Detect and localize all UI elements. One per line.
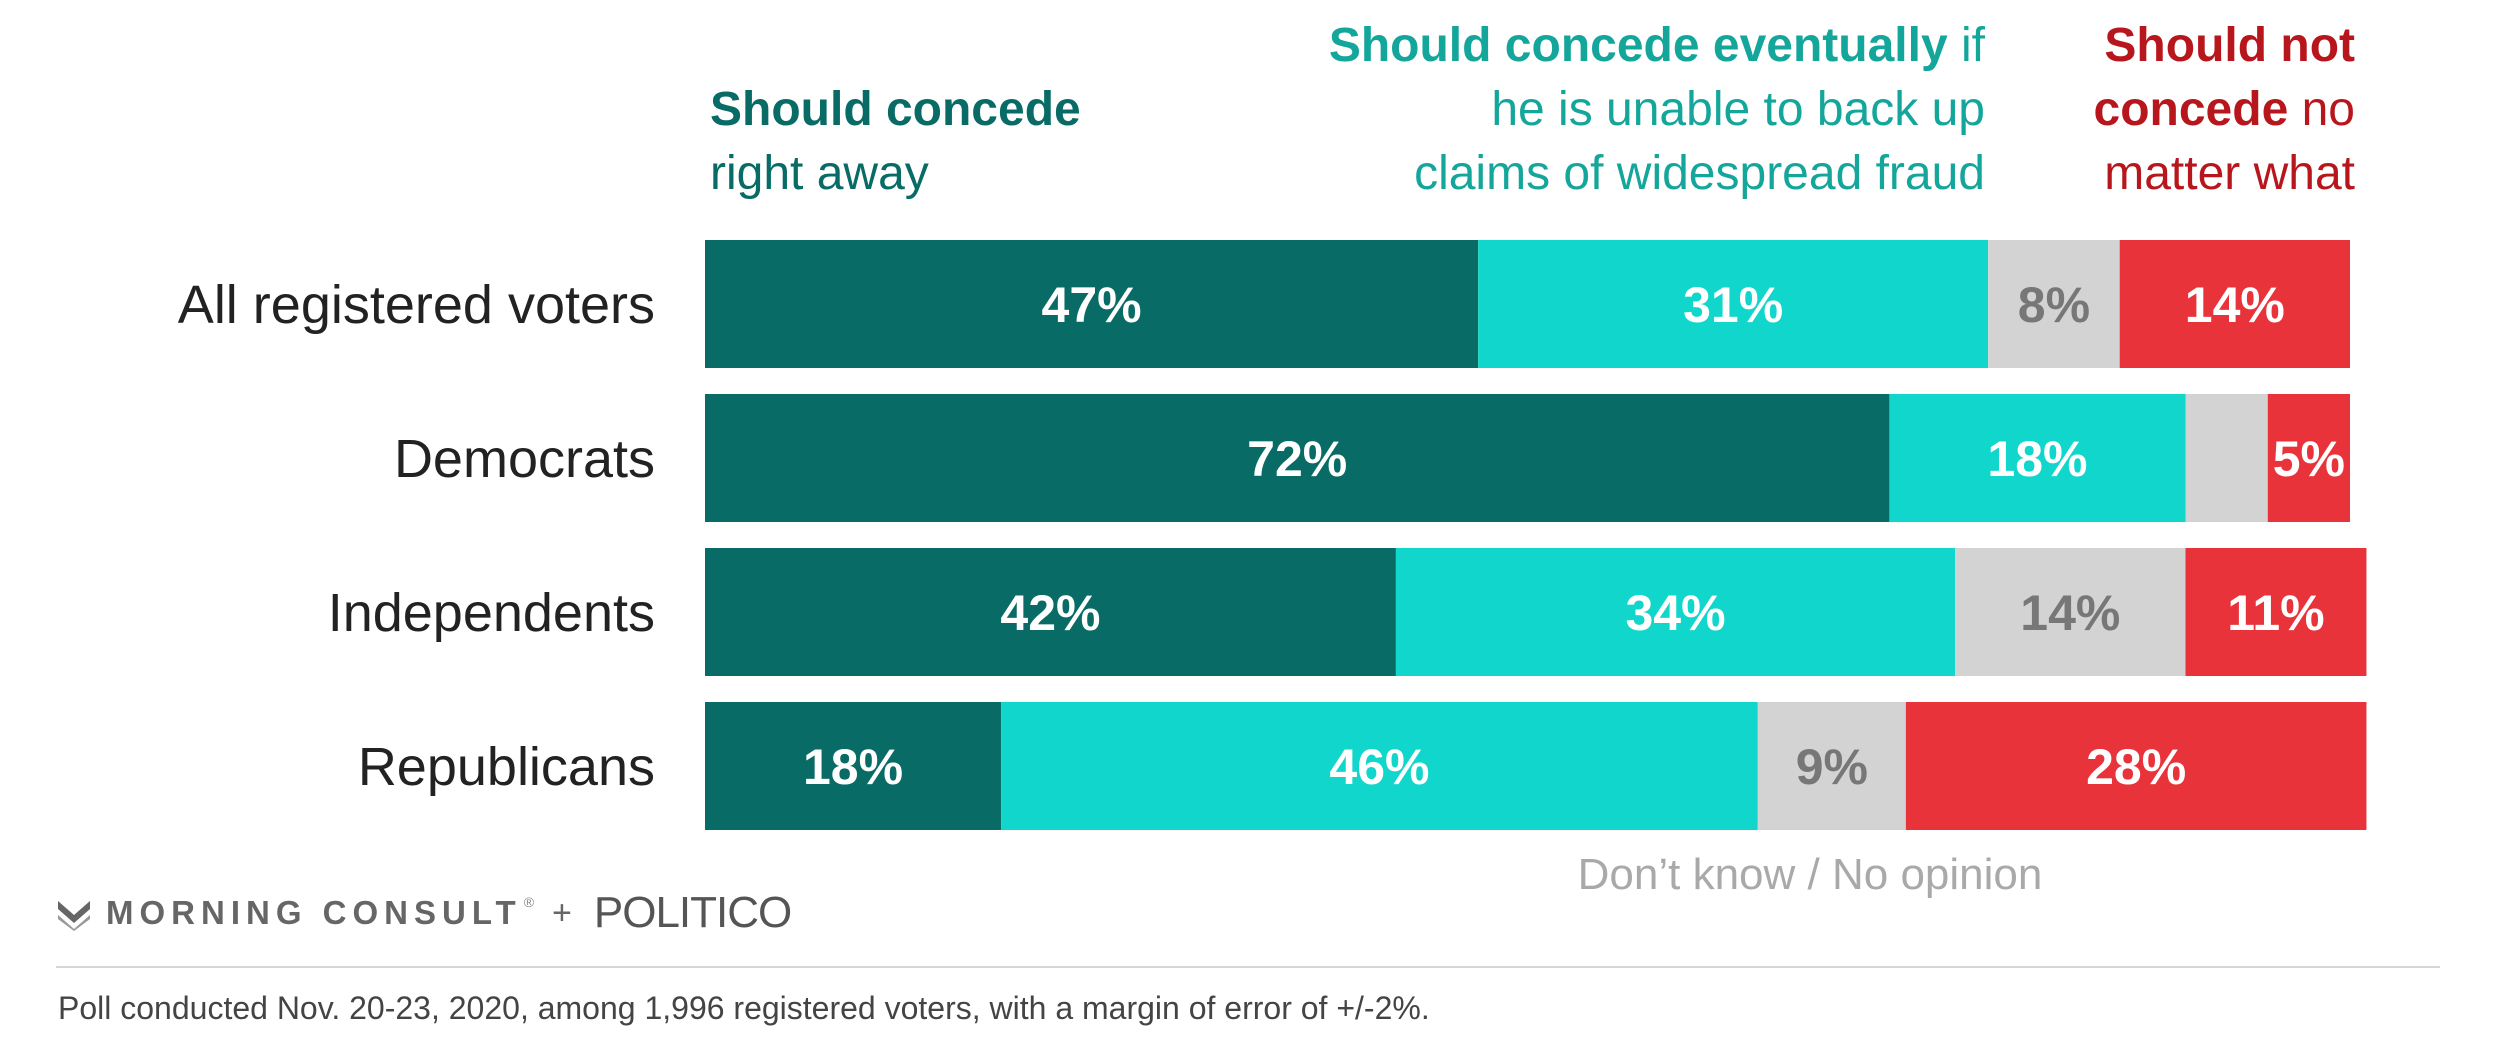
legend-rest: claims of widespread fraud bbox=[1414, 147, 1985, 200]
bar-segment-independents-s3 bbox=[2185, 548, 2367, 676]
legend-concede-right-away: Should concede right away bbox=[710, 78, 1081, 206]
bar-segment-republicans-s0 bbox=[705, 702, 1002, 830]
bar-segment-republicans-s1 bbox=[1001, 702, 1758, 830]
bar-segment-independents-s0 bbox=[705, 548, 1396, 676]
legend-rest: he is unable to back up bbox=[1491, 83, 1985, 136]
legend-concede-eventually: Should concede eventually if he is unabl… bbox=[1250, 14, 1985, 206]
category-label-all-registered-voters: All registered voters bbox=[178, 275, 655, 335]
value-label-all-registered-voters-s2: 8% bbox=[2018, 277, 2090, 333]
legend-rest: matter what bbox=[2104, 147, 2355, 200]
value-label-all-registered-voters-s1: 31% bbox=[1683, 277, 1783, 333]
legend-rest: no bbox=[2288, 83, 2355, 136]
value-label-democrats-s0: 72% bbox=[1247, 431, 1347, 487]
bar-segment-democrats-s2 bbox=[2185, 394, 2268, 522]
footnote: Poll conducted Nov. 20-23, 2020, among 1… bbox=[58, 990, 1430, 1026]
value-label-republicans-s1: 46% bbox=[1329, 739, 1429, 795]
brand-logo: MORNING CONSULT ® + POLITICO bbox=[56, 888, 792, 938]
bar-segment-democrats-s1 bbox=[1889, 394, 2186, 522]
politico-wordmark: POLITICO bbox=[593, 888, 792, 937]
value-label-independents-s0: 42% bbox=[1000, 585, 1100, 641]
category-label-democrats: Democrats bbox=[394, 429, 655, 489]
bar-segment-independents-s2 bbox=[1955, 548, 2186, 676]
legend-rest: right away bbox=[710, 147, 929, 200]
value-label-independents-s3: 11% bbox=[2227, 585, 2324, 641]
bar-segment-all-registered-voters-s3 bbox=[2119, 240, 2350, 368]
bar-segment-democrats-s0 bbox=[705, 394, 1890, 522]
bar-segment-independents-s1 bbox=[1395, 548, 1956, 676]
bar-segment-republicans-s2 bbox=[1757, 702, 1906, 830]
morning-consult-logo-icon bbox=[58, 901, 90, 931]
value-label-republicans-s0: 18% bbox=[803, 739, 903, 795]
legend-dont-know: Don’t know / No opinion bbox=[1577, 850, 2043, 899]
value-label-independents-s1: 34% bbox=[1626, 585, 1726, 641]
legend-should-not-concede: Should not concede no matter what bbox=[2020, 14, 2355, 206]
bar-segment-republicans-s3 bbox=[1905, 702, 2367, 830]
value-label-republicans-s2: 9% bbox=[1796, 739, 1868, 795]
footer-divider bbox=[56, 966, 2440, 968]
value-label-democrats-s1: 18% bbox=[1987, 431, 2087, 487]
legend-bold: concede bbox=[2093, 83, 2289, 136]
category-label-independents: Independents bbox=[328, 583, 655, 643]
legend-bold: Should not bbox=[2104, 19, 2355, 72]
legend-bold: Should concede eventually bbox=[1328, 19, 1948, 72]
value-label-all-registered-voters-s0: 47% bbox=[1042, 277, 1142, 333]
value-label-republicans-s3: 28% bbox=[2086, 739, 2186, 795]
bar-segment-all-registered-voters-s1 bbox=[1478, 240, 1989, 368]
legend-bold: Should concede bbox=[710, 83, 1081, 136]
value-label-democrats-s3: 5% bbox=[2273, 431, 2345, 487]
registered-mark: ® bbox=[523, 894, 535, 910]
legend-rest: if bbox=[1947, 19, 1985, 72]
brand-plus: + bbox=[552, 893, 572, 932]
morning-consult-wordmark: MORNING CONSULT bbox=[106, 894, 522, 931]
bar-segment-all-registered-voters-s0 bbox=[705, 240, 1479, 368]
bar-segment-democrats-s3 bbox=[2267, 394, 2350, 522]
category-label-republicans: Republicans bbox=[358, 737, 655, 797]
value-label-all-registered-voters-s3: 14% bbox=[2185, 277, 2285, 333]
value-label-independents-s2: 14% bbox=[2020, 585, 2120, 641]
bar-segment-all-registered-voters-s2 bbox=[1988, 240, 2120, 368]
